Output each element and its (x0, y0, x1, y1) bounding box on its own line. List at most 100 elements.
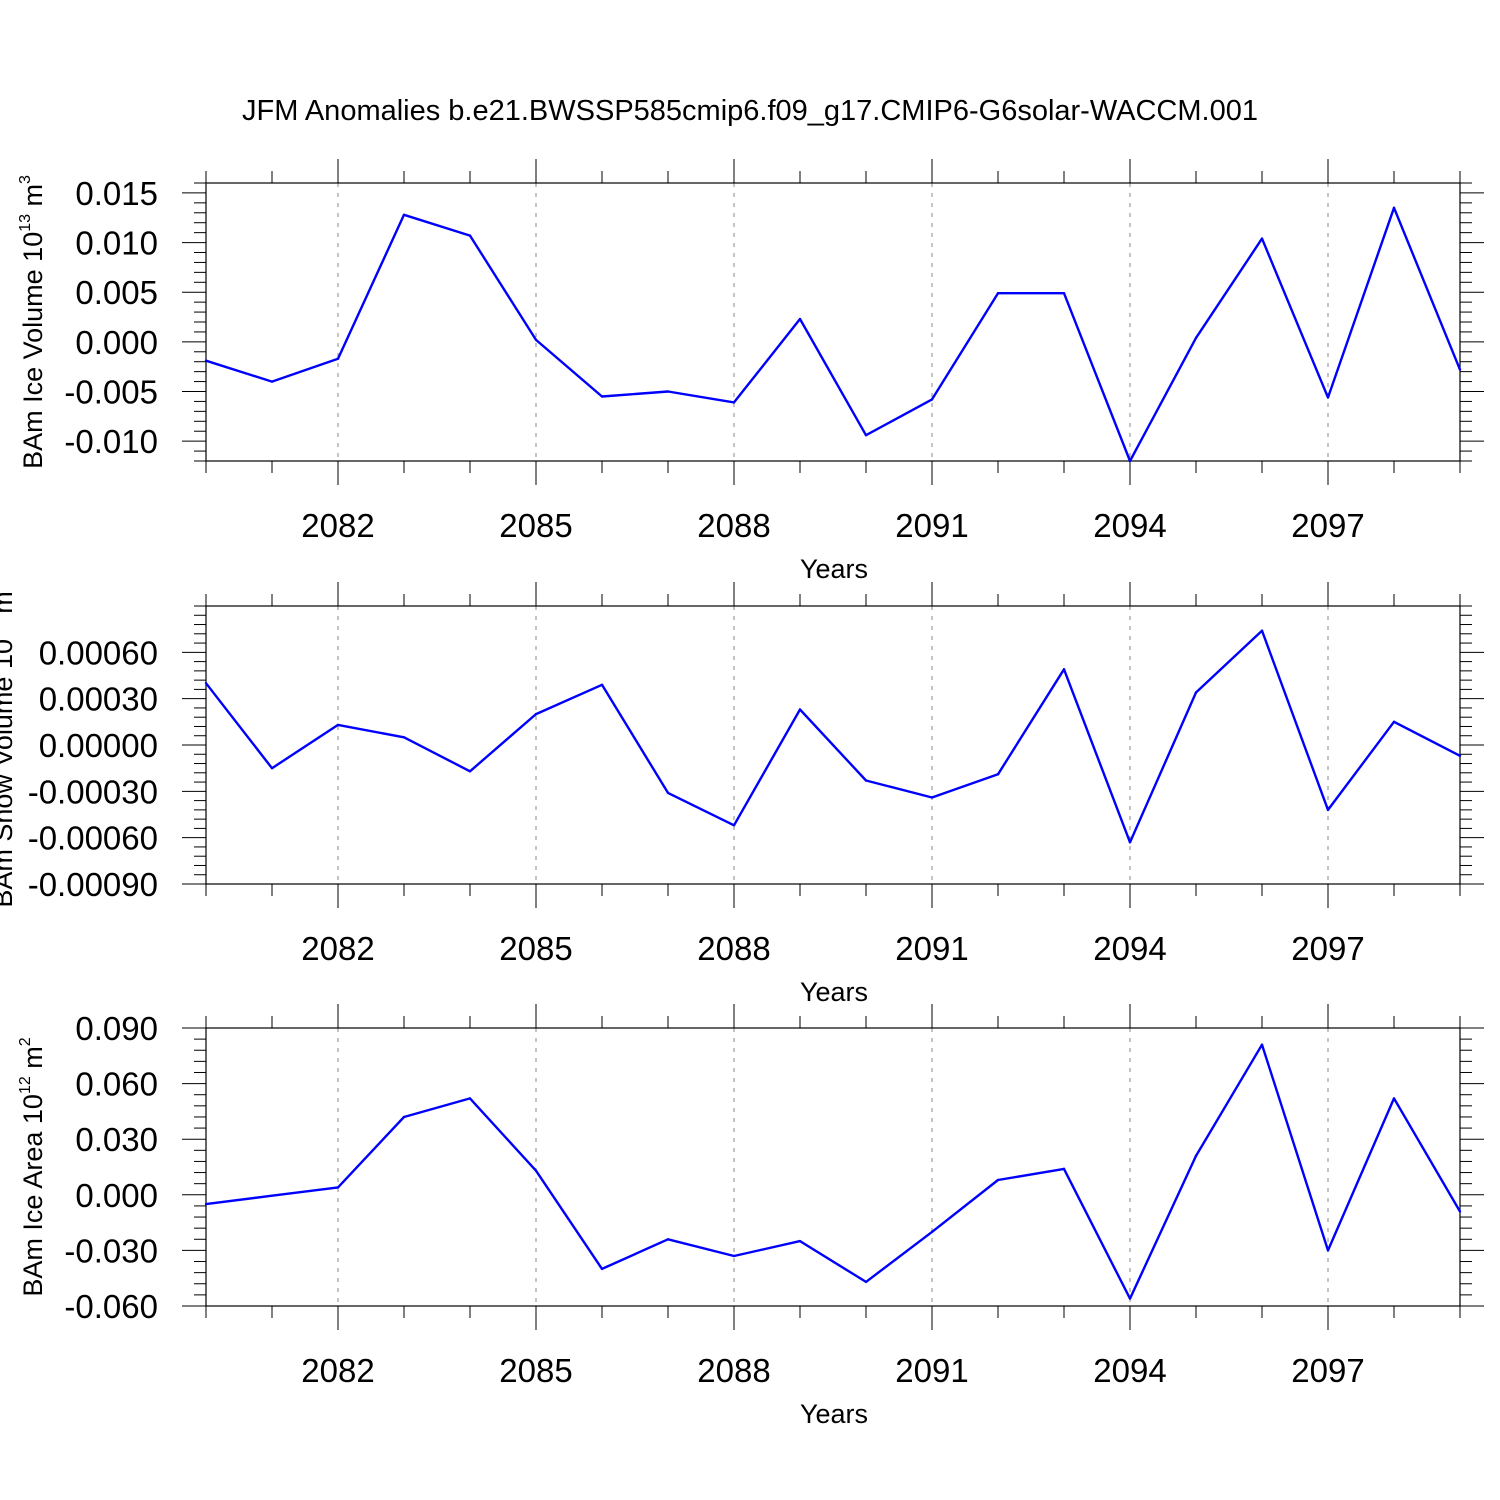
data-point (996, 773, 1000, 776)
panel-2: 2082 2085 2088 2091 2094 2097 Years -0.00090 -0.… (0, 582, 1484, 1007)
x-tick-label: 2088 (697, 1352, 770, 1389)
y-tick-label: -0.00060 (28, 820, 158, 857)
data-point (534, 712, 538, 716)
series-line (205, 1043, 1462, 1300)
data-point (1260, 1043, 1264, 1046)
x-axis-label: Years (800, 1399, 868, 1429)
x-tick-label: 2082 (301, 930, 374, 967)
plot-frame (205, 1027, 1461, 1307)
x-tick-label: 2097 (1291, 507, 1364, 544)
data-point (666, 791, 670, 795)
data-point (996, 292, 1000, 295)
chart-title: JFM Anomalies b.e21.BWSSP585cmip6.f09_g1… (242, 95, 1258, 127)
data-point (930, 1230, 934, 1234)
data-point (798, 317, 802, 321)
data-point (204, 1202, 208, 1206)
x-tick-label: 2085 (499, 507, 572, 544)
data-point (204, 359, 208, 362)
data-point (1260, 237, 1264, 240)
data-point (1392, 1097, 1396, 1100)
data-point (1326, 396, 1330, 399)
data-point (600, 395, 604, 398)
y-tick-label: 0.00000 (39, 727, 158, 764)
data-point (402, 736, 406, 739)
x-tick-label: 2094 (1093, 1352, 1166, 1389)
data-point (468, 234, 472, 237)
data-point (468, 770, 472, 773)
x-tick-label: 2085 (499, 1352, 572, 1389)
panel-3: 2082 2085 2088 2091 2094 2097 Years -0.060 -0.03… (17, 1004, 1484, 1429)
y-tick-label: -0.030 (64, 1232, 158, 1269)
data-point (930, 796, 934, 799)
y-tick-label: 0.090 (75, 1010, 158, 1047)
data-point (336, 723, 340, 727)
data-point (666, 1238, 670, 1241)
data-point (1458, 368, 1462, 371)
data-point (1458, 754, 1462, 758)
y-tick-label: -0.005 (64, 374, 158, 411)
data-point (336, 357, 340, 360)
data-point (600, 1267, 604, 1271)
x-tick-label: 2088 (697, 930, 770, 967)
data-point (1392, 720, 1396, 724)
y-tick-label: -0.010 (64, 423, 158, 460)
x-tick-label: 2091 (895, 507, 968, 544)
data-point (1128, 1297, 1132, 1300)
data-point (1062, 292, 1066, 295)
x-tick-label: 2082 (301, 1352, 374, 1389)
series-line (205, 206, 1462, 463)
data-point (864, 1280, 868, 1284)
data-point (1326, 1249, 1330, 1252)
y-tick-label: 0.00030 (39, 681, 158, 718)
data-point (732, 824, 736, 827)
data-point (1062, 1167, 1066, 1171)
data-point (402, 213, 406, 216)
data-point (1326, 808, 1330, 812)
data-point (732, 1254, 736, 1258)
y-tick-label: 0.030 (75, 1121, 158, 1158)
series-line (205, 629, 1461, 844)
data-point (864, 433, 868, 437)
y-tick-label: 0.060 (75, 1066, 158, 1103)
data-point (600, 683, 604, 686)
x-axis-label: Years (800, 977, 868, 1007)
data-point (666, 390, 670, 393)
data-point (996, 1178, 1000, 1182)
data-point (204, 682, 208, 685)
data-point (270, 1194, 274, 1197)
y-tick-label: 0.000 (75, 324, 158, 361)
data-point (1392, 206, 1396, 210)
x-tick-label: 2094 (1093, 930, 1166, 967)
data-point (1194, 691, 1198, 694)
y-tick-label: 0.00060 (39, 634, 158, 671)
x-tick-label: 2082 (301, 507, 374, 544)
y-tick-label: -0.00090 (28, 866, 158, 903)
data-point (534, 1169, 538, 1172)
y-axis-label: BAm Ice Volume 1013 m3 (17, 175, 48, 469)
y-tick-label: 0.000 (75, 1177, 158, 1214)
x-axis-label: Years (800, 554, 868, 584)
y-tick-label: 0.010 (75, 225, 158, 262)
data-point (798, 1239, 802, 1243)
y-tick-label: -0.00030 (28, 773, 158, 810)
y-axis-label: BAm Ice Area 1012 m2 (17, 1037, 48, 1296)
data-point (798, 708, 802, 711)
x-tick-label: 2094 (1093, 507, 1166, 544)
data-point (1128, 841, 1132, 844)
x-tick-label: 2091 (895, 1352, 968, 1389)
x-tick-label: 2097 (1291, 1352, 1364, 1389)
panels: 2082 2085 2088 2091 2094 2097 Years -0.010 -0.00… (0, 159, 1484, 1429)
x-tick-label: 2091 (895, 930, 968, 967)
data-point (336, 1186, 340, 1189)
data-point (1194, 1154, 1198, 1158)
y-tick-label: 0.005 (75, 274, 158, 311)
data-point (1062, 668, 1066, 671)
data-point (864, 779, 868, 782)
panel-1: 2082 2085 2088 2091 2094 2097 Years -0.010 -0.00… (17, 159, 1484, 584)
data-point (930, 398, 934, 401)
data-point (732, 401, 736, 404)
y-axis-label: BAm Snow Volume 1013 m3 (0, 582, 18, 907)
data-point (1260, 629, 1264, 632)
data-point (1194, 336, 1198, 340)
